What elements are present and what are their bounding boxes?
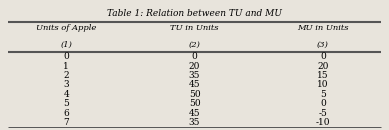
Text: 45: 45	[189, 80, 200, 89]
Text: -5: -5	[319, 109, 327, 118]
Text: 0: 0	[320, 52, 326, 61]
Text: (1): (1)	[60, 41, 72, 49]
Text: 6: 6	[63, 109, 69, 118]
Text: 5: 5	[63, 99, 69, 108]
Text: 50: 50	[189, 99, 200, 108]
Text: 3: 3	[63, 80, 69, 89]
Text: 45: 45	[189, 109, 200, 118]
Text: 0: 0	[192, 52, 197, 61]
Text: Units of Apple: Units of Apple	[36, 24, 96, 32]
Text: MU in Units: MU in Units	[297, 24, 349, 32]
Text: TU in Units: TU in Units	[170, 24, 219, 32]
Text: 50: 50	[189, 90, 200, 99]
Text: 7: 7	[63, 118, 69, 127]
Text: 0: 0	[320, 99, 326, 108]
Text: 2: 2	[63, 71, 69, 80]
Text: 10: 10	[317, 80, 329, 89]
Text: 35: 35	[189, 71, 200, 80]
Text: (3): (3)	[317, 41, 329, 49]
Text: 20: 20	[189, 62, 200, 71]
Text: 35: 35	[189, 118, 200, 127]
Text: 4: 4	[63, 90, 69, 99]
Text: 1: 1	[63, 62, 69, 71]
Text: (2): (2)	[189, 41, 200, 49]
Text: -10: -10	[315, 118, 330, 127]
Text: Table 1: Relation between TU and MU: Table 1: Relation between TU and MU	[107, 9, 282, 18]
Text: 15: 15	[317, 71, 329, 80]
Text: 5: 5	[320, 90, 326, 99]
Text: 20: 20	[317, 62, 329, 71]
Text: 0: 0	[63, 52, 69, 61]
